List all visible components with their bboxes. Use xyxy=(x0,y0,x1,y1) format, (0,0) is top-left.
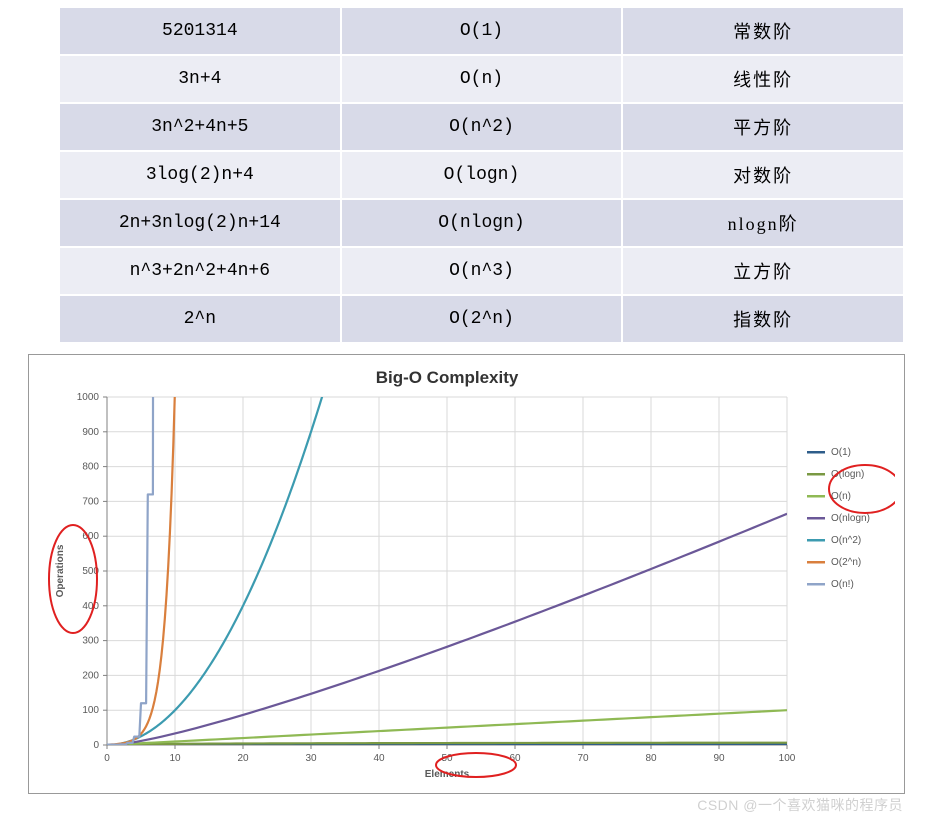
svg-text:700: 700 xyxy=(82,496,99,507)
bigO-cell: O(nlogn) xyxy=(341,199,623,247)
expr-cell: 2n+3nlog(2)n+14 xyxy=(59,199,341,247)
svg-text:1000: 1000 xyxy=(77,392,100,403)
cn-cell: 指数阶 xyxy=(622,295,904,343)
table-row: 5201314O(1)常数阶 xyxy=(59,7,904,55)
svg-text:0: 0 xyxy=(93,740,99,751)
svg-text:900: 900 xyxy=(82,427,99,438)
bigO-cell: O(1) xyxy=(341,7,623,55)
svg-text:O(1): O(1) xyxy=(831,447,851,458)
svg-text:70: 70 xyxy=(577,753,589,764)
cn-cell: 立方阶 xyxy=(622,247,904,295)
svg-text:400: 400 xyxy=(82,601,99,612)
cn-cell: 平方阶 xyxy=(622,103,904,151)
cn-cell: 对数阶 xyxy=(622,151,904,199)
bigO-chart-svg: Big-O Complexity010020030040050060070080… xyxy=(39,361,895,785)
cn-cell: 线性阶 xyxy=(622,55,904,103)
expr-cell: 2^n xyxy=(59,295,341,343)
svg-text:90: 90 xyxy=(713,753,725,764)
svg-text:Big-O Complexity: Big-O Complexity xyxy=(376,368,519,387)
watermark-text: CSDN @一个喜欢猫咪的程序员 xyxy=(697,795,903,815)
svg-text:O(n!): O(n!) xyxy=(831,579,854,590)
complexity-table-body: 5201314O(1)常数阶3n+4O(n)线性阶3n^2+4n+5O(n^2)… xyxy=(59,7,904,343)
bigO-cell: O(n) xyxy=(341,55,623,103)
complexity-table: 5201314O(1)常数阶3n+4O(n)线性阶3n^2+4n+5O(n^2)… xyxy=(58,6,905,344)
svg-text:O(2^n): O(2^n) xyxy=(831,557,861,568)
bigO-chart-wrap: Big-O Complexity010020030040050060070080… xyxy=(28,354,905,794)
bigO-cell: O(2^n) xyxy=(341,295,623,343)
expr-cell: 3n+4 xyxy=(59,55,341,103)
expr-cell: 3log(2)n+4 xyxy=(59,151,341,199)
bigO-cell: O(n^3) xyxy=(341,247,623,295)
svg-text:Operations: Operations xyxy=(55,544,66,597)
svg-text:O(n^2): O(n^2) xyxy=(831,535,861,546)
table-row: 3n+4O(n)线性阶 xyxy=(59,55,904,103)
table-row: 2n+3nlog(2)n+14O(nlogn)nlogn阶 xyxy=(59,199,904,247)
svg-text:40: 40 xyxy=(373,753,385,764)
svg-text:10: 10 xyxy=(169,753,181,764)
svg-text:100: 100 xyxy=(82,705,99,716)
cn-cell: 常数阶 xyxy=(622,7,904,55)
expr-cell: n^3+2n^2+4n+6 xyxy=(59,247,341,295)
table-row: 3n^2+4n+5O(n^2)平方阶 xyxy=(59,103,904,151)
svg-text:300: 300 xyxy=(82,636,99,647)
bigO-cell: O(n^2) xyxy=(341,103,623,151)
svg-text:O(nlogn): O(nlogn) xyxy=(831,513,870,524)
svg-text:30: 30 xyxy=(305,753,317,764)
svg-text:800: 800 xyxy=(82,462,99,473)
svg-text:100: 100 xyxy=(779,753,796,764)
svg-text:0: 0 xyxy=(104,753,110,764)
svg-text:200: 200 xyxy=(82,670,99,681)
table-row: 3log(2)n+4O(logn)对数阶 xyxy=(59,151,904,199)
svg-text:20: 20 xyxy=(237,753,249,764)
expr-cell: 5201314 xyxy=(59,7,341,55)
table-row: 2^nO(2^n)指数阶 xyxy=(59,295,904,343)
bigO-cell: O(logn) xyxy=(341,151,623,199)
svg-text:80: 80 xyxy=(645,753,657,764)
complexity-table-wrap: 5201314O(1)常数阶3n+4O(n)线性阶3n^2+4n+5O(n^2)… xyxy=(0,0,931,344)
table-row: n^3+2n^2+4n+6O(n^3)立方阶 xyxy=(59,247,904,295)
svg-text:Elements: Elements xyxy=(425,769,470,780)
expr-cell: 3n^2+4n+5 xyxy=(59,103,341,151)
cn-cell: nlogn阶 xyxy=(622,199,904,247)
